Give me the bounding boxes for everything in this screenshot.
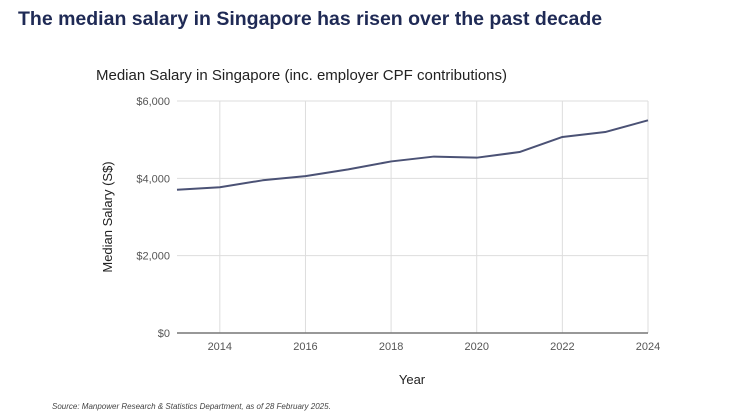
headline: The median salary in Singapore has risen… xyxy=(18,8,603,30)
x-tick-label: 2014 xyxy=(208,341,232,353)
salary-line xyxy=(176,119,649,191)
y-tick-label: $4,000 xyxy=(136,173,170,185)
x-tick-label: 2020 xyxy=(464,341,488,353)
line-chart: Median Salary in Singapore (inc. employe… xyxy=(96,67,660,387)
y-tick-label: $0 xyxy=(158,328,170,340)
x-axis-label: Year xyxy=(399,372,426,387)
source-note: Source: Manpower Research & Statistics D… xyxy=(52,402,331,411)
y-tick-label: $6,000 xyxy=(136,96,170,108)
x-tick-label: 2022 xyxy=(550,341,574,353)
chart-title: Median Salary in Singapore (inc. employe… xyxy=(96,67,507,84)
y-axis-label: Median Salary (S$) xyxy=(100,161,115,272)
y-tick-label: $2,000 xyxy=(136,251,170,263)
x-tick-label: 2024 xyxy=(636,341,660,353)
x-tick-label: 2018 xyxy=(379,341,403,353)
x-tick-label: 2016 xyxy=(293,341,317,353)
